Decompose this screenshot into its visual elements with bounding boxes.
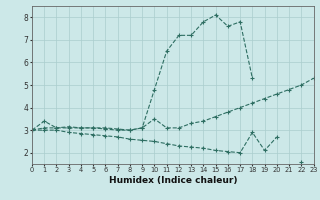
X-axis label: Humidex (Indice chaleur): Humidex (Indice chaleur) (108, 176, 237, 185)
